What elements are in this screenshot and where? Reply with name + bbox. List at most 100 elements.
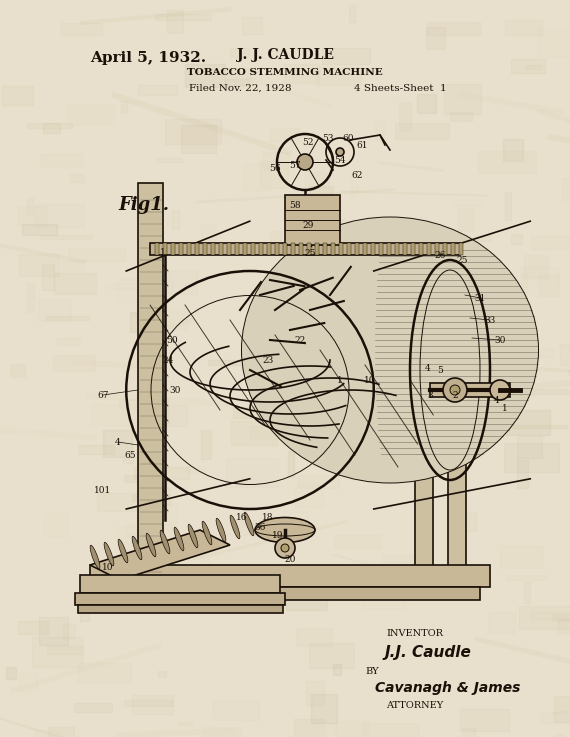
Bar [371, 243, 375, 255]
Bar [155, 243, 159, 255]
Bar [195, 243, 199, 255]
Bar [306, 681, 324, 705]
Bar [267, 243, 271, 255]
Bar [135, 189, 142, 211]
Bar [274, 366, 321, 372]
Bar [158, 671, 165, 677]
Polygon shape [90, 530, 230, 580]
Bar [181, 125, 216, 153]
Bar [311, 694, 337, 723]
Bar [19, 254, 59, 276]
Bar [46, 315, 89, 321]
Text: 10: 10 [364, 375, 376, 385]
Bar [117, 279, 173, 302]
Bar [478, 151, 536, 173]
Bar [553, 613, 569, 621]
Bar [10, 364, 25, 377]
Bar [124, 700, 173, 705]
Bar [450, 112, 471, 122]
Bar [298, 475, 339, 488]
Bar [187, 243, 191, 255]
Bar [541, 712, 570, 723]
Text: ATTORNEY: ATTORNEY [386, 700, 443, 710]
Bar [185, 64, 225, 87]
Bar [32, 638, 82, 667]
Bar [121, 100, 127, 113]
Bar [307, 243, 311, 255]
Bar [275, 243, 279, 255]
Bar [553, 696, 570, 722]
Circle shape [450, 385, 460, 395]
Bar [188, 467, 206, 472]
Bar [291, 243, 295, 255]
Bar [305, 172, 329, 188]
Bar [411, 243, 415, 255]
Bar [266, 400, 286, 419]
Bar [35, 204, 84, 227]
Bar [294, 719, 324, 737]
Bar [263, 152, 288, 169]
Bar [437, 296, 469, 316]
Bar [90, 565, 490, 587]
Bar [67, 105, 113, 125]
Bar [97, 493, 153, 511]
Bar [179, 243, 183, 255]
Bar [326, 567, 333, 596]
Bar [287, 425, 319, 433]
Bar [39, 617, 68, 645]
Bar [62, 23, 101, 35]
Bar [321, 279, 345, 307]
Bar [456, 257, 487, 277]
Ellipse shape [132, 537, 142, 560]
Ellipse shape [160, 530, 170, 553]
Text: April 5, 1932.: April 5, 1932. [90, 51, 206, 65]
Bar [363, 590, 405, 609]
Circle shape [443, 378, 467, 402]
Bar [538, 29, 570, 57]
Bar [63, 262, 84, 273]
Bar [296, 628, 332, 646]
Text: 5: 5 [437, 366, 443, 374]
Bar [309, 643, 354, 668]
Bar [381, 428, 407, 456]
Bar [530, 612, 570, 618]
Bar [40, 235, 92, 239]
Bar [326, 722, 335, 734]
Bar [6, 667, 16, 679]
Bar [48, 727, 74, 737]
Bar [318, 312, 373, 318]
Text: 18: 18 [262, 514, 274, 523]
Bar [340, 246, 388, 252]
Bar [506, 575, 546, 580]
Bar [375, 419, 385, 432]
Bar [403, 243, 407, 255]
Text: 19: 19 [272, 531, 284, 539]
Circle shape [336, 148, 344, 156]
Bar [211, 243, 215, 255]
Bar [503, 139, 523, 161]
Bar [70, 174, 84, 182]
Bar [243, 164, 270, 191]
Bar [506, 411, 551, 435]
Bar [227, 243, 231, 255]
Bar [243, 243, 247, 255]
Bar [460, 709, 508, 730]
Bar [150, 243, 460, 255]
Text: 16: 16 [236, 514, 248, 523]
Bar [336, 354, 364, 378]
Bar [155, 13, 210, 20]
Bar [242, 16, 262, 34]
Bar [38, 298, 71, 321]
Bar [295, 484, 324, 507]
Bar [323, 243, 327, 255]
Text: 36: 36 [254, 523, 266, 531]
Bar [235, 243, 239, 255]
Bar [2, 86, 32, 105]
Bar [260, 161, 288, 188]
Bar [488, 612, 515, 633]
Text: 25: 25 [304, 248, 316, 257]
Text: 65: 65 [124, 450, 136, 459]
Bar [235, 520, 273, 535]
Text: 4: 4 [425, 363, 431, 372]
Bar [435, 243, 439, 255]
